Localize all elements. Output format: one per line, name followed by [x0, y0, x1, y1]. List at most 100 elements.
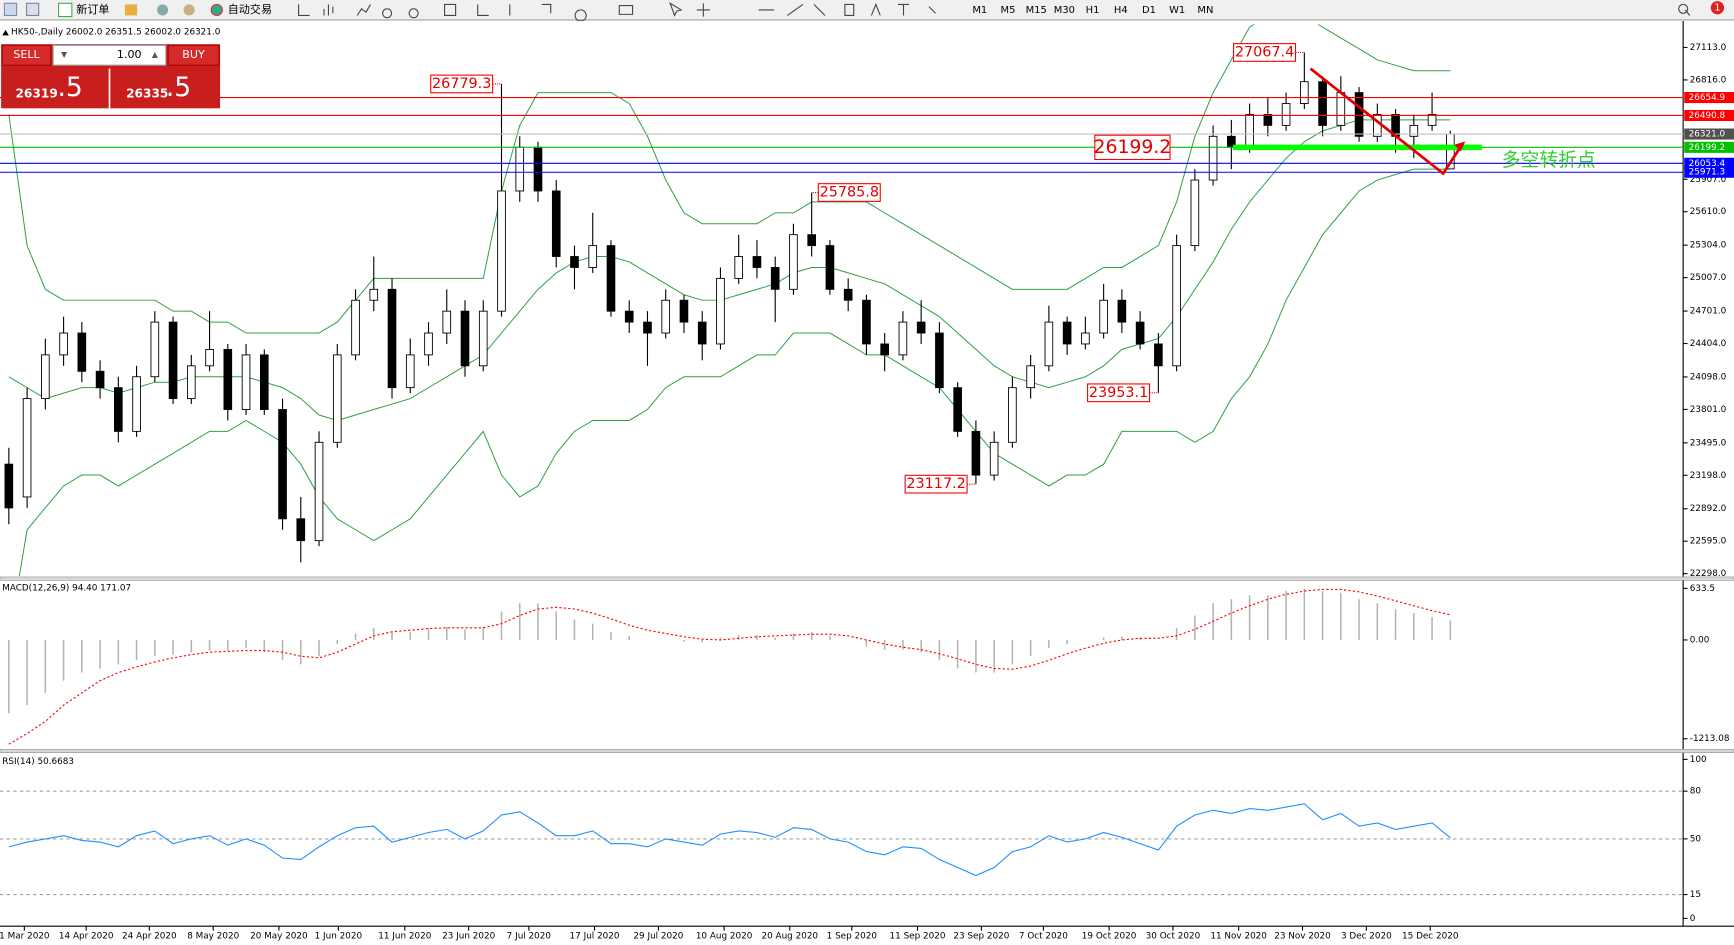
chart-title: HK50-,Daily 26002.0 26351.5 26002.0 2632… — [11, 28, 221, 38]
timeframe[interactable]: H1 — [1086, 5, 1100, 16]
x-tick-label: 11 Jun 2020 — [378, 932, 432, 942]
candle-body — [624, 310, 634, 323]
candle-body — [752, 256, 762, 268]
timeframe[interactable]: M5 — [1001, 5, 1016, 16]
x-tick-label: 1 Mar 2020 — [0, 932, 50, 942]
candle-body — [460, 310, 470, 367]
candle-body — [1044, 321, 1054, 367]
candle-body — [186, 365, 196, 400]
candle-body — [1281, 103, 1291, 126]
sell-price[interactable]: 26319 — [15, 86, 57, 100]
auto-trade[interactable]: 自动交易 — [228, 2, 272, 16]
toolbar: 新订单 自动交易 1 — [0, 0, 1734, 22]
new-order[interactable]: 新订单 — [76, 2, 109, 16]
candle-body — [1081, 332, 1090, 345]
turning-box — [1094, 134, 1171, 161]
level-label-bg — [1684, 92, 1734, 104]
timeframe[interactable]: M30 — [1054, 5, 1075, 16]
x-tick-label: 8 May 2020 — [187, 932, 239, 942]
candle-body — [789, 234, 798, 290]
timeframe[interactable]: M15 — [1026, 5, 1047, 16]
timeframe[interactable]: M1 — [972, 5, 987, 16]
lot-input[interactable] — [52, 44, 167, 66]
candle-body — [1099, 299, 1108, 334]
panel-separator — [0, 749, 1734, 753]
y-tick-label: 633.5 — [1690, 584, 1715, 594]
candle-body — [405, 354, 415, 389]
candle-body — [241, 354, 251, 410]
candle-body — [4, 463, 14, 509]
level-label-bg — [1684, 128, 1734, 140]
timeframe[interactable]: D1 — [1142, 5, 1156, 16]
candle-body — [22, 398, 32, 498]
candle-body — [1318, 81, 1327, 126]
turning-label: 26199.2 — [1094, 137, 1172, 158]
candle-body — [223, 348, 233, 410]
y-tick-label: 50 — [1690, 834, 1702, 844]
x-tick-label: 17 Jul 2020 — [570, 932, 620, 942]
y-tick-label: 100 — [1690, 755, 1707, 765]
buy-price[interactable]: 26335 — [126, 86, 168, 100]
candle-body — [332, 354, 342, 443]
icon[interactable] — [183, 4, 195, 16]
y-tick-label: 24404.0 — [1690, 339, 1727, 349]
arrow-head — [1454, 141, 1466, 152]
lot-up[interactable]: ▲ — [152, 50, 158, 59]
trade-panel: SELL ▼ 1.00 ▲ BUY 26319 .5 26335 .5 — [1, 44, 221, 109]
candle-body — [168, 321, 178, 400]
candle-body — [843, 288, 853, 301]
new-order-icon[interactable] — [58, 2, 73, 18]
candle-body — [114, 387, 123, 432]
level-label-bg — [1684, 141, 1734, 153]
charts: 27113.0 26816.0 25907.0 25610.0 25304.0 25007… — [0, 21, 1734, 942]
lot-down[interactable]: ▼ — [61, 50, 67, 59]
sell-button[interactable] — [1, 44, 52, 66]
badge[interactable] — [1710, 1, 1725, 15]
icon[interactable] — [157, 4, 169, 16]
icon[interactable] — [3, 2, 18, 17]
search-icon[interactable] — [1678, 3, 1691, 16]
candle-body — [935, 332, 944, 389]
candle-body — [1245, 114, 1254, 148]
y-tick-label: 22595.0 — [1690, 537, 1727, 547]
x-tick-label: 23 Jun 2020 — [442, 932, 496, 942]
icon[interactable] — [25, 2, 40, 17]
buy-button[interactable] — [167, 44, 220, 66]
x-tick-label: 23 Sep 2020 — [953, 932, 1009, 942]
timeframe[interactable]: W1 — [1169, 5, 1185, 16]
timeframe[interactable]: MN — [1197, 5, 1213, 16]
sell-price-frac[interactable]: .5 — [58, 72, 83, 103]
y-tick-label: 25304.0 — [1690, 241, 1727, 251]
candle-body — [77, 332, 87, 372]
x-tick-label: 19 Oct 2020 — [1082, 932, 1137, 942]
buy-price-frac[interactable]: .5 — [166, 72, 191, 103]
y-tick-label: 25610.0 — [1690, 207, 1727, 217]
badge-count: 1 — [1714, 3, 1720, 14]
candle-body — [95, 370, 105, 389]
y-tick-label: 24701.0 — [1690, 307, 1727, 317]
panel-title: RSI(14) 50.6683 — [2, 757, 74, 767]
candle-body — [807, 234, 816, 247]
candle-body — [1300, 81, 1309, 104]
annotation-label: 26779.3 — [432, 76, 491, 92]
candle-body — [515, 146, 525, 192]
candle-body — [150, 321, 160, 378]
x-tick-label: 15 Dec 2020 — [1402, 932, 1459, 942]
candle-body — [1008, 387, 1017, 443]
candle-body — [770, 267, 780, 290]
candle-body — [697, 321, 707, 345]
macd-signal — [8, 588, 1451, 745]
candle-body — [259, 354, 269, 410]
trend-arrow — [1309, 67, 1461, 176]
auto-trade-icon[interactable] — [210, 3, 223, 17]
candle-body — [1154, 343, 1163, 367]
candle-body — [1354, 92, 1364, 137]
candle-body — [1427, 114, 1437, 126]
annotation-label: 27067.4 — [1235, 44, 1294, 60]
timeframe[interactable]: H4 — [1114, 5, 1128, 16]
candle-body — [1135, 321, 1145, 345]
icon[interactable] — [124, 4, 138, 16]
x-tick-label: 20 Aug 2020 — [762, 932, 819, 942]
candle-body — [606, 245, 616, 312]
